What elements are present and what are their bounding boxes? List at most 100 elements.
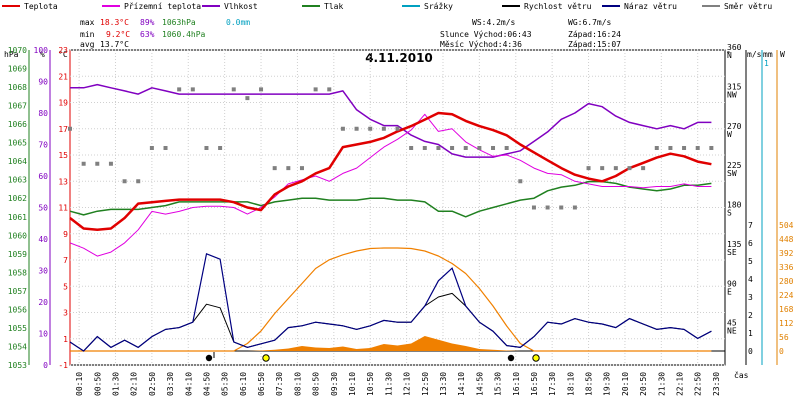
tick-dir-deg-7: 45 <box>727 319 737 328</box>
tick-time-26: 17:30 <box>548 372 557 396</box>
axis-title-ms: m/s <box>747 50 762 59</box>
tick-ms-6: 1 <box>748 329 753 338</box>
tick-dir-deg-2: 270 <box>727 122 742 131</box>
axis-title-temp: °C <box>58 50 68 59</box>
wind-dir-point <box>286 166 291 171</box>
tick-w-9: 0 <box>779 347 784 356</box>
wind-dir-point <box>422 146 427 150</box>
tick-ms-5: 2 <box>748 311 753 320</box>
tick-dir-deg-3: 225 <box>727 161 742 170</box>
tick-pct-9: 10 <box>38 330 48 339</box>
tick-hpa-9: 1061 <box>8 213 27 222</box>
wind-dir-point <box>641 166 646 171</box>
tick-dir-deg-0: 360 <box>727 43 742 52</box>
stat-max-temp: 18.3°C <box>100 18 129 27</box>
wind-dir-point <box>218 146 223 150</box>
tick-time-10: 06:50 <box>257 372 266 396</box>
tick-time-4: 02:50 <box>148 372 157 396</box>
info-moon-set: Západ:15:07 <box>568 40 621 49</box>
tick-ms-1: 6 <box>748 239 753 248</box>
tick-ms-0: 7 <box>748 221 753 230</box>
astro-markers <box>205 352 540 362</box>
tick-dir-deg-4: 180 <box>727 201 742 210</box>
tick-time-11: 07:30 <box>275 372 284 396</box>
tick-mm-0: 1 <box>764 59 769 68</box>
tick-w-8: 56 <box>779 333 789 342</box>
tick-hpa-7: 1063 <box>8 176 27 185</box>
wind-dir-point <box>313 87 318 92</box>
info-sun-set: Západ:16:24 <box>568 30 621 39</box>
tick-time-24: 16:10 <box>512 372 521 396</box>
tick-temp-3: 17 <box>58 125 68 134</box>
tick-temp-12: -1 <box>58 361 68 370</box>
tick-pct-2: 80 <box>38 109 48 118</box>
tick-time-2: 01:30 <box>111 372 120 396</box>
wind-dir-point <box>95 161 100 166</box>
stat-avg-temp: 13.7°C <box>100 40 129 49</box>
info-ws: WS:4.2m/s <box>472 18 516 27</box>
tick-hpa-1: 1069 <box>8 65 27 74</box>
tick-time-17: 11:30 <box>384 372 393 396</box>
wind-dir-point <box>572 205 577 210</box>
stat-max-label: max <box>80 18 95 27</box>
tick-dir-code-5: SE <box>727 248 737 257</box>
solar-theoretical-line <box>70 247 712 352</box>
stat-max-hum: 89% <box>140 18 155 27</box>
tick-w-7: 112 <box>779 319 794 328</box>
wind-dir-point <box>177 87 182 92</box>
wind-dir-point <box>654 146 659 150</box>
wind-dir-point <box>450 146 455 150</box>
wind-dir-point <box>518 179 523 184</box>
tick-temp-10: 3 <box>63 309 68 318</box>
tick-time-14: 09:30 <box>330 372 339 396</box>
tick-time-13: 08:50 <box>312 372 321 396</box>
legend-label-smer-vetru: Směr větru <box>724 2 772 11</box>
tick-w-6: 168 <box>779 305 794 314</box>
tick-pct-6: 40 <box>38 235 48 244</box>
tick-dir-deg-6: 90 <box>727 279 737 288</box>
ground-temperature-line <box>69 113 712 257</box>
tick-dir-code-7: NE <box>727 327 737 336</box>
wind-dir-point <box>149 146 154 150</box>
tick-dir-code-1: NW <box>727 90 737 99</box>
tick-time-3: 02:10 <box>130 372 139 396</box>
tick-hpa-12: 1058 <box>8 268 27 277</box>
tick-hpa-0: 1070 <box>8 46 27 55</box>
tick-w-1: 448 <box>779 235 794 244</box>
wind-dir-point <box>613 166 618 171</box>
tick-time-8: 05:30 <box>221 372 230 396</box>
tick-w-2: 392 <box>779 249 794 258</box>
tick-hpa-10: 1060 <box>8 231 27 240</box>
axis-title-w: W <box>780 50 785 59</box>
axis-title-pct: % <box>40 50 45 59</box>
stats-block: max 18.3°C 89% 1063hPa 0.0mm min 9.2°C 6… <box>80 18 250 49</box>
tick-pct-5: 50 <box>38 204 48 213</box>
tick-pct-3: 70 <box>38 141 48 150</box>
tick-temp-4: 15 <box>58 151 68 160</box>
wind-dir-point <box>136 179 141 184</box>
wind-dir-point <box>190 87 195 92</box>
tick-time-9: 06:10 <box>239 372 248 396</box>
stat-min-hum: 63% <box>140 30 155 39</box>
chart-title: 4.11.2010 <box>365 51 433 65</box>
time-axis-labels: 00:10 00:50 01:30 02:10 02:50 03:30 04:10 04:50… <box>75 372 721 396</box>
wind-dir-point <box>245 96 250 101</box>
axis-title-mm: mm <box>763 50 773 59</box>
tick-temp-2: 19 <box>58 99 68 108</box>
tick-w-0: 504 <box>779 221 794 230</box>
wind-dir-point <box>163 146 168 150</box>
axis-title-time: čas <box>734 370 749 380</box>
tick-temp-0: 23 <box>58 46 68 55</box>
tick-hpa-3: 1067 <box>8 102 27 111</box>
info-block: WS:4.2m/s WG:6.7m/s Slunce Východ:06:43 … <box>440 18 621 49</box>
tick-hpa-13: 1057 <box>8 287 27 296</box>
wind-dir-point <box>340 126 345 131</box>
tick-time-33: 22:10 <box>676 372 685 396</box>
tick-dir-code-2: W <box>727 130 732 139</box>
wind-dir-point <box>395 126 400 131</box>
tick-time-7: 04:50 <box>202 372 211 396</box>
wind-dir-point <box>354 126 359 131</box>
tick-time-21: 14:10 <box>457 372 466 396</box>
wind-dir-point <box>709 146 714 150</box>
